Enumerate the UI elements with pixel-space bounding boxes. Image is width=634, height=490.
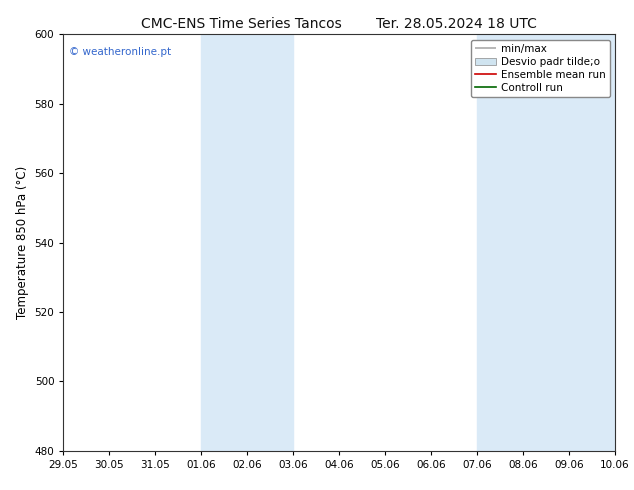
Text: Ter. 28.05.2024 18 UTC: Ter. 28.05.2024 18 UTC <box>376 17 537 31</box>
Y-axis label: Temperature 850 hPa (°C): Temperature 850 hPa (°C) <box>16 166 29 319</box>
Text: CMC-ENS Time Series Tancos: CMC-ENS Time Series Tancos <box>141 17 341 31</box>
Bar <box>202 34 293 451</box>
Legend: min/max, Desvio padr tilde;o, Ensemble mean run, Controll run: min/max, Desvio padr tilde;o, Ensemble m… <box>470 40 610 97</box>
Bar <box>477 34 615 451</box>
Text: © weatheronline.pt: © weatheronline.pt <box>69 47 171 57</box>
